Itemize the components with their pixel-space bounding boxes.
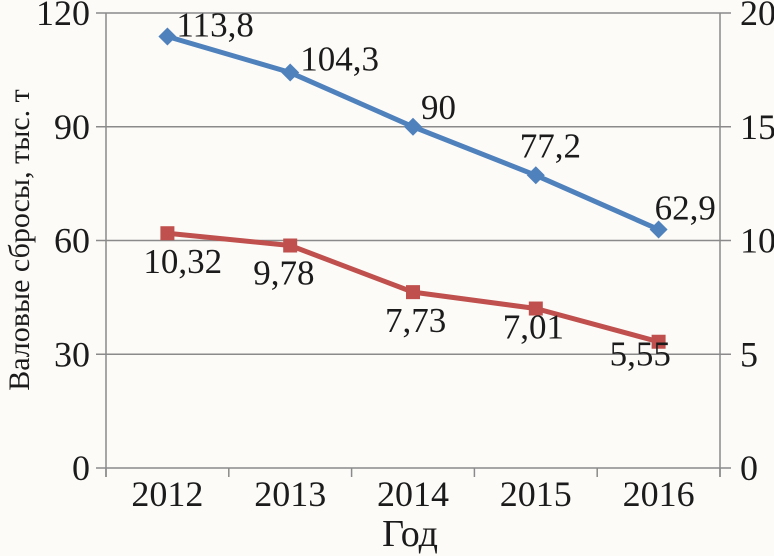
x-axis-title: Год bbox=[382, 513, 438, 555]
x-axis-tick-label: 2016 bbox=[623, 474, 695, 514]
square-marker bbox=[160, 226, 175, 241]
square-marker bbox=[651, 334, 666, 349]
data-label: 10,32 bbox=[143, 242, 222, 281]
x-axis-tick-label: 2015 bbox=[500, 474, 572, 514]
data-label: 9,78 bbox=[253, 254, 314, 293]
data-label: 90 bbox=[421, 88, 456, 127]
diamond-marker bbox=[404, 117, 422, 136]
right-axis-tick-label: 0 bbox=[740, 448, 758, 488]
data-label: 5,55 bbox=[610, 335, 671, 374]
data-label: 7,01 bbox=[503, 308, 564, 347]
right-axis-tick-label: 5 bbox=[740, 334, 758, 374]
x-axis-tick-label: 2013 bbox=[254, 474, 326, 514]
data-label: 77,2 bbox=[520, 126, 581, 165]
data-label: 104,3 bbox=[300, 40, 379, 79]
square-marker bbox=[528, 301, 543, 316]
diamond-marker bbox=[526, 166, 545, 185]
data-label: 7,73 bbox=[385, 301, 446, 340]
diamond-marker bbox=[158, 27, 177, 46]
left-axis-tick-label: 0 bbox=[72, 448, 90, 488]
right-axis-tick-label: 20 bbox=[740, 0, 774, 33]
data-label: 62,9 bbox=[655, 189, 716, 228]
left-axis-tick-label: 120 bbox=[36, 0, 90, 33]
diamond-marker bbox=[649, 220, 668, 239]
right-axis-tick-label: 15 bbox=[740, 107, 774, 147]
right-axis-tick-label: 10 bbox=[740, 221, 774, 261]
x-axis-tick-label: 2012 bbox=[131, 474, 203, 514]
square-marker bbox=[283, 238, 298, 253]
data-label: 113,8 bbox=[176, 6, 253, 45]
left-axis-tick-label: 30 bbox=[54, 334, 90, 374]
y-axis-title: Валовые сбросы, тыс. т bbox=[3, 89, 36, 391]
x-axis-tick-label: 2014 bbox=[377, 474, 449, 514]
left-axis-tick-label: 90 bbox=[54, 107, 90, 147]
square-marker bbox=[406, 285, 420, 300]
left-axis-tick-label: 60 bbox=[54, 221, 90, 261]
diamond-marker bbox=[281, 63, 300, 82]
